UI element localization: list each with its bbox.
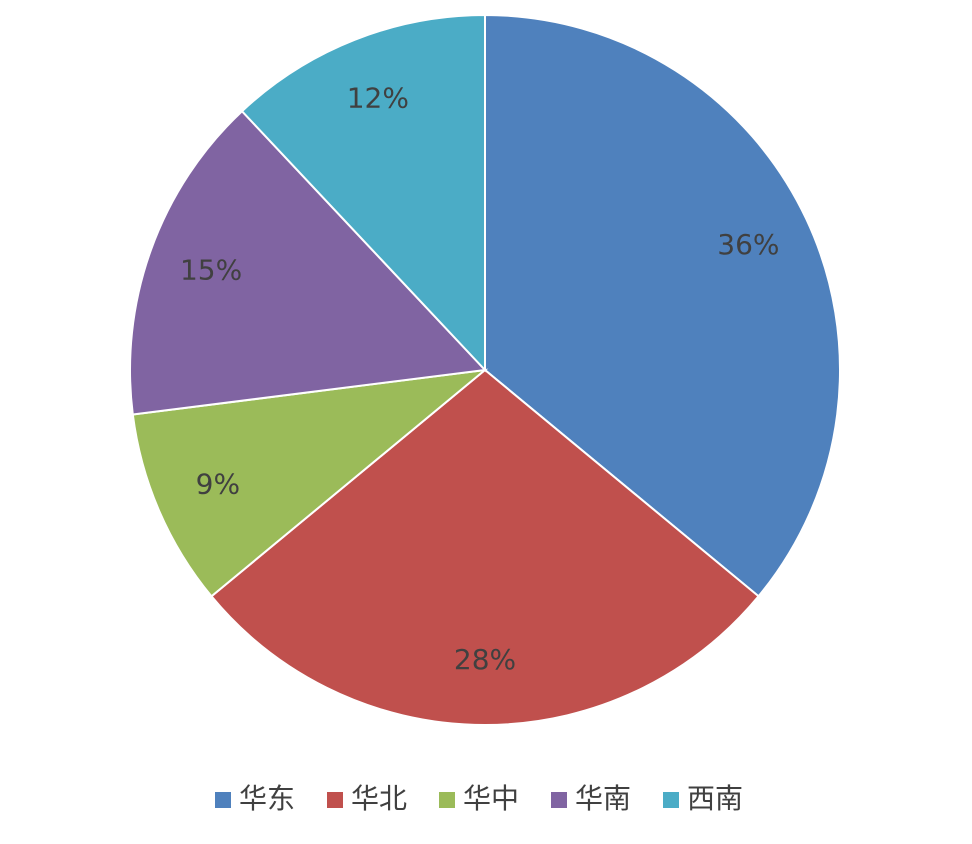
legend-label: 华北 (351, 782, 407, 815)
pie-slice (484, 13, 841, 598)
legend-swatch (551, 792, 567, 808)
pie-slice (240, 13, 486, 373)
legend-label: 华东 (239, 782, 295, 815)
data-label: 28% (454, 643, 516, 676)
legend-swatch (215, 792, 231, 808)
data-label: 15% (180, 253, 242, 286)
pie-slice (129, 109, 488, 416)
data-label: 36% (717, 228, 779, 261)
data-label: 9% (196, 468, 240, 501)
legend-swatch (663, 792, 679, 808)
pie-slice (131, 368, 489, 598)
legend-label: 西南 (687, 782, 743, 815)
data-label: 12% (347, 81, 409, 114)
legend-swatch (439, 792, 455, 808)
legend-label: 华中 (463, 782, 519, 815)
legend-label: 华南 (575, 782, 631, 815)
legend-swatch (327, 792, 343, 808)
pie-slice (210, 368, 760, 726)
